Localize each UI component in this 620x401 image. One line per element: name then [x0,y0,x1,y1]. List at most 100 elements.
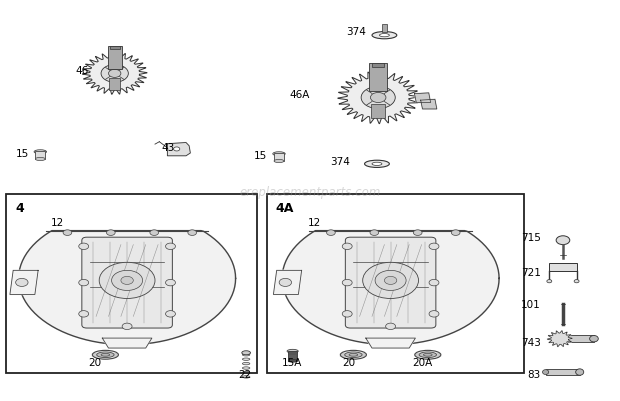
Text: ereplacementparts.com: ereplacementparts.com [239,186,381,199]
Circle shape [429,311,439,317]
Ellipse shape [590,336,598,342]
Ellipse shape [97,352,114,358]
Polygon shape [366,338,415,348]
Circle shape [342,243,352,250]
Polygon shape [338,72,419,124]
Circle shape [363,263,419,299]
Ellipse shape [379,34,389,38]
Circle shape [414,230,422,236]
FancyBboxPatch shape [546,369,580,375]
Circle shape [342,311,352,317]
Circle shape [371,93,386,103]
Ellipse shape [273,152,285,156]
Ellipse shape [372,32,397,40]
Circle shape [79,280,89,286]
Ellipse shape [349,354,358,356]
FancyBboxPatch shape [370,63,387,92]
Circle shape [174,148,180,152]
Polygon shape [273,271,302,295]
Ellipse shape [35,158,45,161]
Polygon shape [282,231,499,345]
FancyBboxPatch shape [82,237,172,328]
Ellipse shape [365,161,389,168]
Ellipse shape [92,350,118,359]
Circle shape [121,277,133,285]
Circle shape [361,87,396,109]
Text: 15: 15 [254,151,267,160]
Ellipse shape [287,349,298,353]
Circle shape [342,280,352,286]
Circle shape [16,279,28,287]
FancyBboxPatch shape [382,24,387,32]
Text: 20: 20 [342,357,355,367]
FancyBboxPatch shape [108,47,122,69]
Text: 15: 15 [16,148,29,158]
Circle shape [63,230,72,236]
Ellipse shape [372,163,382,166]
Ellipse shape [34,150,46,154]
Text: 721: 721 [521,268,541,277]
Ellipse shape [288,359,297,363]
Circle shape [166,280,175,286]
Circle shape [279,279,291,287]
Circle shape [188,230,197,236]
Text: 4A: 4A [276,202,294,215]
Ellipse shape [242,363,250,365]
FancyBboxPatch shape [35,152,45,160]
FancyBboxPatch shape [371,104,385,119]
Circle shape [429,243,439,250]
Circle shape [547,280,552,283]
Polygon shape [19,231,236,345]
Text: 15A: 15A [281,357,302,367]
Circle shape [375,271,406,291]
Circle shape [327,230,335,236]
Ellipse shape [419,352,436,358]
Ellipse shape [242,351,250,355]
Polygon shape [102,338,152,348]
Text: 4: 4 [16,202,24,215]
Ellipse shape [415,350,441,359]
Ellipse shape [242,367,250,369]
Circle shape [99,263,155,299]
FancyBboxPatch shape [274,154,284,162]
Polygon shape [547,331,572,347]
Polygon shape [82,53,147,95]
Circle shape [79,311,89,317]
Text: 20A: 20A [412,357,433,367]
FancyBboxPatch shape [109,79,120,91]
Text: 374: 374 [346,27,366,37]
Text: 374: 374 [330,157,350,167]
Ellipse shape [242,358,250,360]
Ellipse shape [345,352,362,358]
Circle shape [384,277,397,285]
Circle shape [79,243,89,250]
Circle shape [107,230,115,236]
Polygon shape [414,93,430,103]
Circle shape [386,323,396,330]
Circle shape [370,230,379,236]
Circle shape [574,280,579,283]
Circle shape [556,236,570,245]
Circle shape [429,280,439,286]
Text: 20: 20 [88,357,101,367]
Ellipse shape [242,371,250,374]
Ellipse shape [542,370,549,375]
Circle shape [150,230,159,236]
Ellipse shape [340,350,366,359]
Polygon shape [167,143,190,156]
Text: 12: 12 [51,218,64,227]
FancyBboxPatch shape [110,47,120,50]
Polygon shape [420,100,436,109]
Text: 743: 743 [521,337,541,346]
Text: 12: 12 [308,218,321,227]
Ellipse shape [242,376,250,378]
FancyBboxPatch shape [372,63,384,68]
Text: 43: 43 [161,143,174,152]
Ellipse shape [274,160,284,163]
Text: 83: 83 [528,369,541,379]
Ellipse shape [242,354,250,356]
Text: 46A: 46A [290,90,310,99]
Ellipse shape [423,354,432,356]
Circle shape [122,323,132,330]
Circle shape [108,70,121,78]
